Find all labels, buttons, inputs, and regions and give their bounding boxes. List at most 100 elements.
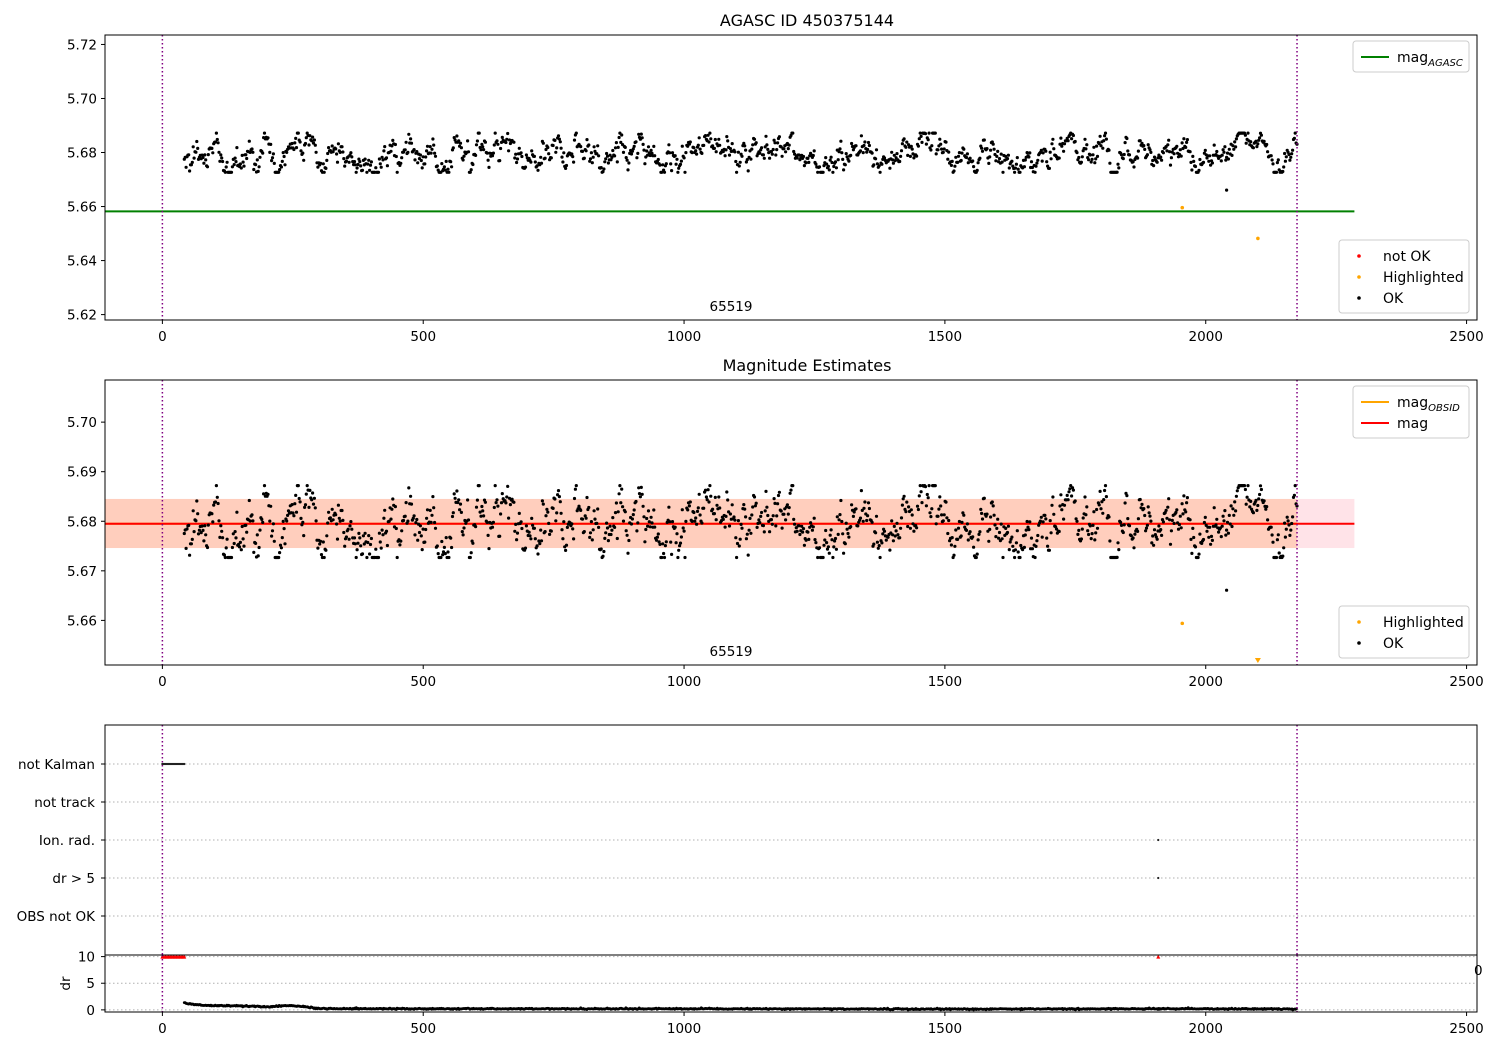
flag-category-label: not Kalman (18, 757, 95, 773)
ok-point (471, 162, 475, 167)
ok-point (603, 160, 607, 164)
ok-point (800, 524, 804, 528)
ok-point (433, 151, 437, 155)
ok-point (1121, 157, 1125, 161)
ok-point (667, 143, 671, 147)
ok-point (962, 513, 966, 517)
ok-point (1039, 148, 1043, 152)
ok-point (1091, 153, 1095, 157)
ok-point (506, 131, 510, 136)
ok-point (787, 143, 791, 147)
ok-point (802, 543, 807, 547)
ok-point (334, 513, 338, 517)
ok-point (415, 150, 419, 154)
ok-point (1283, 151, 1287, 156)
ok-point (954, 528, 958, 532)
ok-point (498, 159, 502, 163)
ok-point (621, 505, 625, 509)
ok-point (404, 501, 408, 505)
ok-point (744, 148, 748, 152)
ok-point (1023, 158, 1027, 162)
ok-point (745, 158, 749, 162)
ok-point (1233, 500, 1237, 504)
ok-point (877, 164, 881, 168)
ok-point (401, 518, 406, 523)
x-tick-label: 1000 (667, 1021, 701, 1037)
ok-point (446, 550, 450, 554)
ok-point (695, 152, 699, 156)
ok-point (676, 555, 680, 560)
ok-point (792, 517, 796, 522)
ok-point (1037, 523, 1041, 527)
ok-point (761, 153, 766, 157)
ok-point (363, 531, 367, 535)
ok-point (1230, 153, 1234, 157)
ok-point (697, 492, 701, 496)
ok-point (888, 548, 892, 552)
ok-point (1281, 169, 1285, 174)
ok-point (1103, 131, 1108, 135)
ok-point (1098, 489, 1102, 493)
ok-point (957, 151, 962, 155)
ok-point (797, 153, 801, 157)
ok-point (1033, 170, 1037, 174)
ok-point (980, 517, 985, 521)
ok-point (556, 134, 561, 138)
ok-point (989, 148, 993, 152)
ok-point (924, 504, 929, 508)
ok-point (377, 531, 381, 535)
ok-point (1085, 505, 1089, 509)
ok-point (624, 156, 628, 160)
ok-point (906, 524, 910, 529)
ok-point (1138, 497, 1142, 502)
ok-point (574, 484, 578, 488)
ok-point (293, 141, 297, 145)
y-tick-label: 5.68 (67, 514, 97, 530)
ok-point (529, 537, 533, 541)
ok-point (910, 513, 914, 517)
ok-point (337, 516, 341, 520)
legend-upper-right: magAGASC (1352, 40, 1470, 73)
ok-point (735, 555, 739, 560)
ok-point (330, 144, 334, 148)
ok-point (1222, 519, 1226, 523)
ok-point (690, 519, 694, 524)
ok-point (217, 519, 221, 523)
ok-point (621, 150, 626, 154)
ok-point (832, 164, 836, 169)
ok-point (748, 516, 752, 521)
ok-point (902, 137, 906, 141)
ok-point (533, 537, 537, 541)
ok-point (425, 516, 429, 520)
ok-point (1155, 537, 1159, 541)
ok-point (649, 515, 653, 519)
ok-point (1142, 507, 1146, 511)
ok-point (205, 545, 210, 550)
ok-point (1145, 153, 1149, 157)
ok-point (782, 147, 786, 151)
ok-point (376, 170, 381, 174)
ok-point (639, 485, 643, 489)
ok-point (310, 139, 314, 143)
ok-point (687, 504, 692, 508)
ok-point (886, 535, 890, 539)
ok-point (764, 489, 768, 493)
ok-point (477, 131, 481, 135)
ok-point (312, 496, 316, 500)
ok-point (695, 509, 700, 513)
ok-point (908, 526, 913, 530)
ok-point (200, 153, 204, 157)
ok-point (965, 522, 970, 526)
ok-point (1148, 514, 1152, 518)
ok-point (407, 486, 411, 490)
ok-point (678, 544, 682, 548)
ok-point (613, 510, 618, 515)
ok-point (1264, 507, 1268, 511)
ok-point (1075, 151, 1079, 155)
ok-point (985, 147, 989, 151)
ok-point (1210, 161, 1214, 165)
ok-point (240, 524, 244, 529)
ok-point (409, 137, 413, 141)
ok-point (399, 539, 403, 543)
